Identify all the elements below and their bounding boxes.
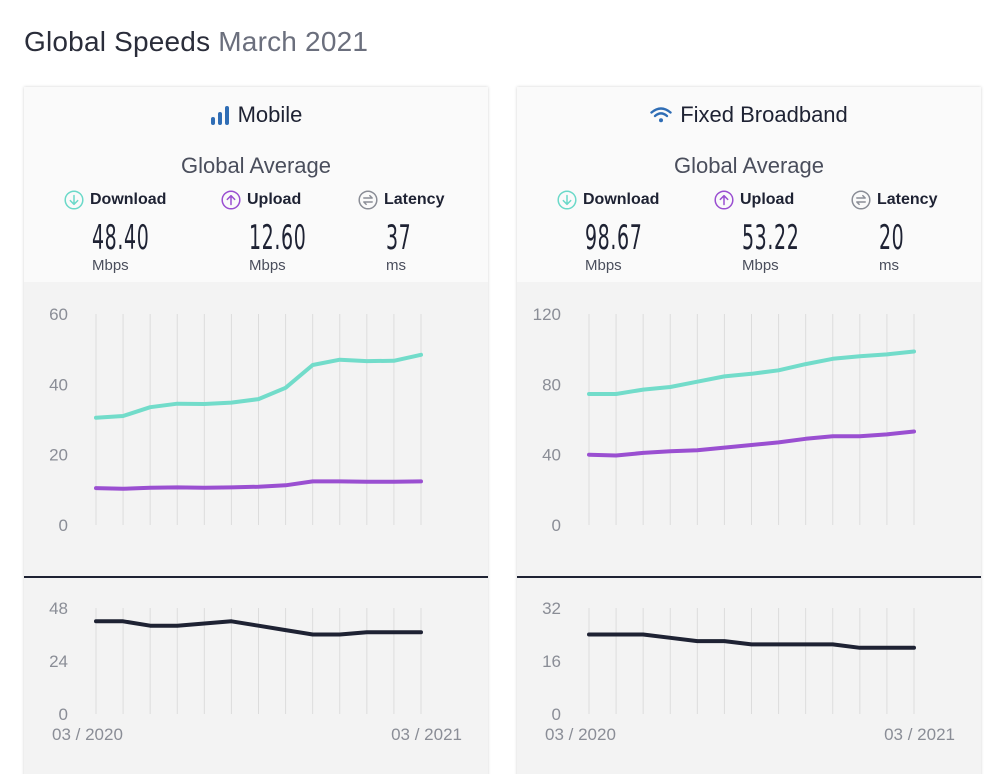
fixed-latency-chart: 0 16 32 03 / 2020 03 / 2021 — [542, 599, 955, 744]
x-tick-label-start: 03 / 2020 — [545, 725, 616, 744]
y-tick-label: 0 — [59, 516, 68, 535]
page-title-main: Global Speeds — [24, 26, 211, 57]
download-value: 98.67 — [585, 218, 643, 258]
panel-title: Mobile — [24, 102, 488, 128]
mobile-panel: Mobile Global Average Download 48.40 Mbp… — [24, 87, 488, 774]
page-title: Global Speeds March 2021 — [24, 26, 368, 58]
signal-bars-icon — [210, 106, 229, 125]
fixed-broadband-panel: Fixed Broadband Global Average Download … — [517, 87, 981, 774]
download-value: 48.40 — [92, 218, 150, 258]
upload-metric: Upload 53.22 Mbps — [714, 190, 799, 274]
latency-icon — [851, 190, 871, 210]
y-tick-label: 40 — [49, 375, 68, 394]
latency-value: 37 — [386, 218, 412, 258]
upload-value: 53.22 — [742, 218, 800, 258]
upload-icon — [714, 190, 734, 210]
y-tick-label: 24 — [49, 652, 68, 671]
y-tick-label: 80 — [542, 375, 561, 394]
global-average-title: Global Average — [180, 153, 332, 178]
latency-value: 20 — [879, 218, 905, 258]
latency-metric: Latency 20 ms — [851, 190, 938, 274]
download-metric: Download 48.40 Mbps — [64, 190, 167, 274]
panel-header: Mobile Global Average Download 48.40 Mbp… — [24, 87, 488, 282]
wifi-icon — [650, 107, 672, 123]
upload-label: Upload — [740, 191, 795, 208]
latency-metric: Latency 37 ms — [358, 190, 445, 274]
fixed-speed-chart: 0 40 80 120 — [517, 305, 981, 578]
download-metric: Download 98.67 Mbps — [557, 190, 660, 274]
panel-title: Fixed Broadband — [517, 102, 981, 128]
download-label: Download — [90, 191, 167, 208]
download-label: Download — [583, 191, 660, 208]
page-title-date: March 2021 — [218, 26, 369, 57]
y-tick-label: 20 — [49, 446, 68, 465]
global-average-title: Global Average — [673, 153, 825, 178]
y-tick-label: 48 — [49, 599, 68, 618]
y-tick-label: 0 — [552, 705, 561, 724]
latency-icon — [358, 190, 378, 210]
y-tick-label: 120 — [533, 305, 561, 324]
upload-label: Upload — [247, 191, 302, 208]
download-icon — [64, 190, 84, 210]
mobile-latency-chart: 0 24 48 03 / 2020 03 / 2021 — [49, 599, 462, 744]
y-tick-label: 0 — [552, 516, 561, 535]
y-tick-label: 60 — [49, 305, 68, 324]
y-tick-label: 16 — [542, 652, 561, 671]
download-icon — [557, 190, 577, 210]
upload-unit: Mbps — [742, 257, 779, 274]
latency-unit: ms — [879, 257, 899, 274]
x-tick-label-start: 03 / 2020 — [52, 725, 123, 744]
panel-title-label: Fixed Broadband — [680, 102, 848, 127]
x-tick-label-end: 03 / 2021 — [884, 725, 955, 744]
latency-unit: ms — [386, 257, 406, 274]
panel-header: Fixed Broadband Global Average Download … — [517, 87, 981, 282]
y-tick-label: 0 — [59, 705, 68, 724]
download-unit: Mbps — [585, 257, 622, 274]
y-tick-label: 32 — [542, 599, 561, 618]
upload-metric: Upload 12.60 Mbps — [221, 190, 306, 274]
x-tick-label-end: 03 / 2021 — [391, 725, 462, 744]
y-tick-label: 40 — [542, 446, 561, 465]
latency-label: Latency — [384, 191, 445, 208]
mobile-speed-chart: 0 20 40 60 — [24, 305, 488, 578]
panel-title-label: Mobile — [237, 102, 303, 127]
upload-unit: Mbps — [249, 257, 286, 274]
upload-value: 12.60 — [249, 218, 307, 258]
download-unit: Mbps — [92, 257, 129, 274]
upload-icon — [221, 190, 241, 210]
latency-label: Latency — [877, 191, 938, 208]
